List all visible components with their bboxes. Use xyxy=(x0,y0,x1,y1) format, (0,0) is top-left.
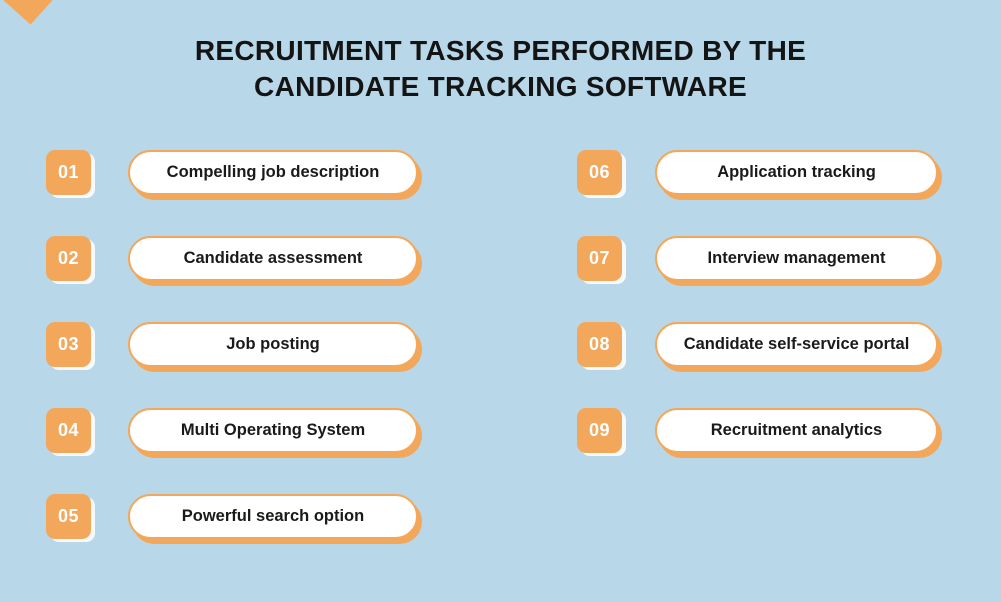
task-pill: Recruitment analytics xyxy=(655,408,938,453)
task-row-02: 02 Candidate assessment xyxy=(46,236,418,281)
task-row-06: 06 Application tracking xyxy=(577,150,938,195)
task-row-04: 04 Multi Operating System xyxy=(46,408,418,453)
task-row-05: 05 Powerful search option xyxy=(46,494,418,539)
corner-diamond-decoration xyxy=(0,0,59,25)
task-row-08: 08 Candidate self-service portal xyxy=(577,322,938,367)
task-row-07: 07 Interview management xyxy=(577,236,938,281)
page-title: RECRUITMENT TASKS PERFORMED BY THE CANDI… xyxy=(0,33,1001,105)
task-number-badge: 09 xyxy=(577,408,622,453)
task-number-badge: 08 xyxy=(577,322,622,367)
task-pill: Compelling job description xyxy=(128,150,418,195)
task-pill: Candidate self-service portal xyxy=(655,322,938,367)
task-number-badge: 07 xyxy=(577,236,622,281)
task-pill: Multi Operating System xyxy=(128,408,418,453)
task-pill: Interview management xyxy=(655,236,938,281)
task-number-badge: 01 xyxy=(46,150,91,195)
task-pill: Candidate assessment xyxy=(128,236,418,281)
task-number-badge: 05 xyxy=(46,494,91,539)
task-pill: Application tracking xyxy=(655,150,938,195)
title-line-2: CANDIDATE TRACKING SOFTWARE xyxy=(254,71,747,102)
task-row-01: 01 Compelling job description xyxy=(46,150,418,195)
task-pill: Job posting xyxy=(128,322,418,367)
task-number-badge: 03 xyxy=(46,322,91,367)
task-number-badge: 04 xyxy=(46,408,91,453)
task-number-badge: 06 xyxy=(577,150,622,195)
title-line-1: RECRUITMENT TASKS PERFORMED BY THE xyxy=(194,35,807,66)
task-pill: Powerful search option xyxy=(128,494,418,539)
task-number-badge: 02 xyxy=(46,236,91,281)
task-row-09: 09 Recruitment analytics xyxy=(577,408,938,453)
task-row-03: 03 Job posting xyxy=(46,322,418,367)
